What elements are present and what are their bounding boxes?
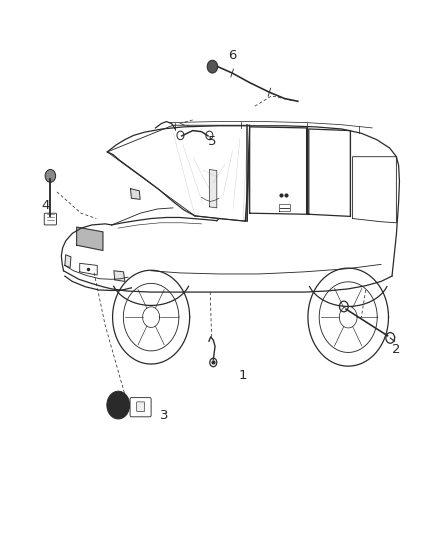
Text: 6: 6 [228,50,236,62]
Circle shape [207,60,218,73]
Polygon shape [77,227,103,251]
Circle shape [107,391,130,419]
Polygon shape [65,255,71,268]
Polygon shape [209,169,217,208]
Text: 2: 2 [392,343,400,356]
FancyBboxPatch shape [137,402,145,411]
Text: 1: 1 [239,369,247,382]
Circle shape [45,169,56,182]
Polygon shape [131,189,140,199]
Text: 3: 3 [160,409,168,422]
FancyBboxPatch shape [44,213,57,225]
Text: 4: 4 [42,199,50,212]
Text: 5: 5 [208,135,216,148]
FancyBboxPatch shape [130,398,151,417]
Polygon shape [114,271,125,281]
